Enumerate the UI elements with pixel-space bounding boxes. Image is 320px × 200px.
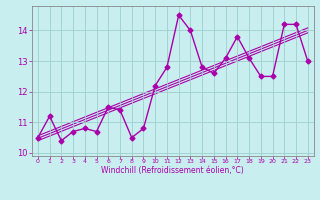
X-axis label: Windchill (Refroidissement éolien,°C): Windchill (Refroidissement éolien,°C): [101, 166, 244, 175]
